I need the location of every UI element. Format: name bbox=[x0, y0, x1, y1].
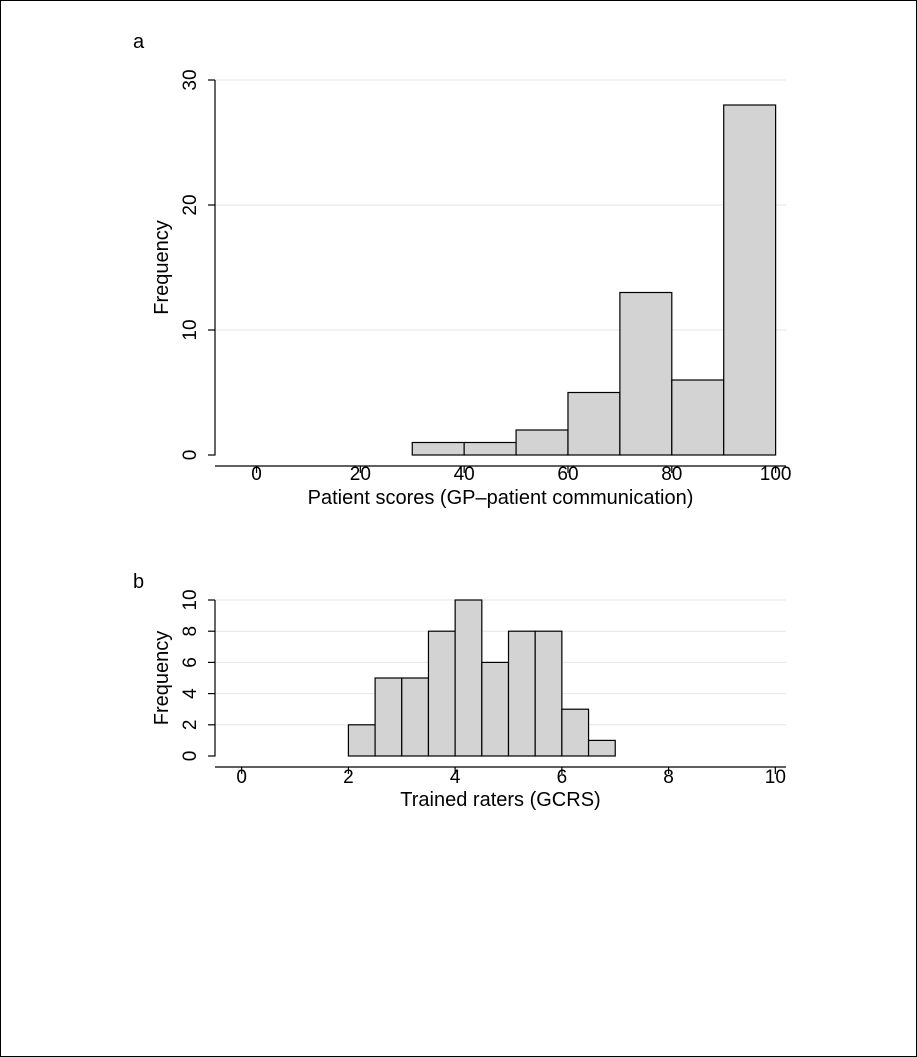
panel-label: b bbox=[133, 571, 144, 593]
x-tick-label: 0 bbox=[236, 767, 247, 788]
histogram-bar bbox=[507, 630, 536, 757]
histogram-bar bbox=[567, 391, 621, 456]
y-tick-label: 8 bbox=[180, 626, 201, 637]
x-tick-label: 20 bbox=[350, 464, 371, 485]
y-tick-label: 0 bbox=[180, 751, 201, 762]
histogram-bar bbox=[347, 724, 376, 757]
y-axis-title: Frequency bbox=[151, 631, 173, 726]
histogram-bar bbox=[515, 429, 569, 456]
x-tick-label: 4 bbox=[450, 767, 461, 788]
x-tick-label: 0 bbox=[251, 464, 262, 485]
histogram-bar bbox=[481, 661, 510, 757]
x-tick-label: 60 bbox=[557, 464, 578, 485]
y-tick-label: 20 bbox=[180, 194, 201, 215]
y-tick-label: 4 bbox=[180, 688, 201, 699]
histogram-bar bbox=[534, 630, 563, 757]
x-tick-label: 2 bbox=[343, 767, 354, 788]
y-axis-title: Frequency bbox=[151, 220, 173, 315]
x-tick-label: 8 bbox=[663, 767, 674, 788]
histogram-bar bbox=[619, 291, 673, 456]
x-axis-title: Trained raters (GCRS) bbox=[400, 789, 600, 811]
histogram-bar bbox=[401, 677, 430, 757]
y-tick-label: 2 bbox=[180, 720, 201, 731]
histogram-bar bbox=[671, 379, 725, 456]
histogram-bar bbox=[463, 441, 517, 456]
histogram-bar bbox=[561, 708, 590, 757]
histogram-bar bbox=[454, 599, 483, 757]
y-tick-label: 0 bbox=[180, 450, 201, 461]
x-tick-label: 40 bbox=[454, 464, 475, 485]
y-tick-label: 10 bbox=[180, 319, 201, 340]
histogram-bar bbox=[427, 630, 456, 757]
x-axis-title: Patient scores (GP–patient communication… bbox=[308, 487, 694, 509]
histogram-bar bbox=[374, 677, 403, 757]
y-tick-label: 10 bbox=[180, 589, 201, 610]
x-tick-label: 10 bbox=[765, 767, 786, 788]
histogram-bar bbox=[723, 104, 777, 456]
y-tick-label: 6 bbox=[180, 657, 201, 668]
y-tick-label: 30 bbox=[180, 69, 201, 90]
panel-label: a bbox=[133, 31, 145, 53]
x-tick-label: 6 bbox=[557, 767, 568, 788]
x-tick-label: 80 bbox=[661, 464, 682, 485]
histogram-bar bbox=[411, 441, 465, 456]
x-tick-label: 100 bbox=[760, 464, 792, 485]
histogram-bar bbox=[587, 739, 616, 757]
